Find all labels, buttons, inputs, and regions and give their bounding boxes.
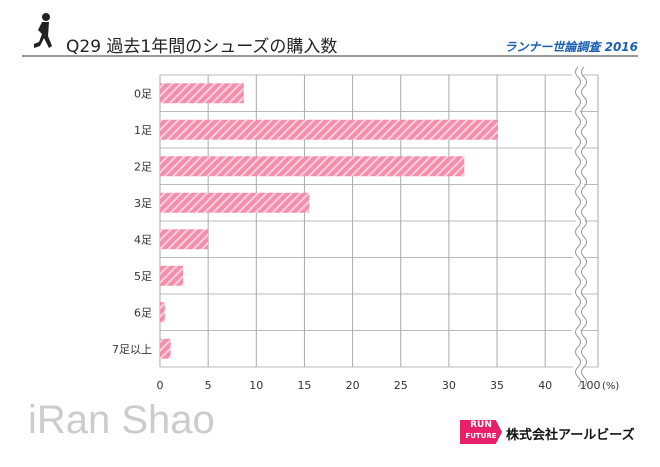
title-divider: [22, 55, 638, 57]
x-tick-label: 25: [394, 379, 408, 392]
bar-4足: [160, 229, 209, 250]
category-label: 5足: [134, 270, 152, 283]
bar-5足: [160, 265, 184, 286]
run-future-badge: RUN FUTURE: [460, 420, 502, 444]
bar-6足: [160, 302, 165, 323]
bar-1足: [160, 119, 499, 140]
badge-bottom: FUTURE: [465, 432, 497, 440]
x-tick-label: 5: [205, 379, 212, 392]
bar-chart: 0 5 10 15 20 25 30 35 40 100 (%) 0足 1足 2足 3足 4足 5足 6足 7足以上: [112, 66, 620, 392]
bar-3足: [160, 192, 310, 213]
category-label: 1足: [134, 124, 152, 137]
bar-0足: [160, 83, 244, 104]
category-label: 7足以上: [112, 343, 152, 356]
x-tick-label: 20: [346, 379, 360, 392]
category-label: 0足: [134, 87, 152, 100]
x-tick-label: 35: [490, 379, 504, 392]
axis-break-icon: [581, 66, 587, 388]
company-name: 株式会社アールビーズ: [506, 428, 635, 443]
x-tick-label: 0: [157, 379, 164, 392]
axis-break-icon: [575, 66, 581, 388]
bar-2足: [160, 156, 465, 177]
survey-subtitle: ランナー世論調査 2016: [504, 40, 638, 54]
x-tick-label: 30: [442, 379, 456, 392]
bar-7足以上: [160, 338, 171, 359]
x-tick-label: 10: [249, 379, 263, 392]
category-label: 3足: [134, 197, 152, 210]
watermark-logo: iRan Shao: [28, 398, 215, 442]
page-title: Q29 過去1年間のシューズの購入数: [66, 37, 338, 57]
x-tick-label: 15: [297, 379, 311, 392]
category-label: 6足: [134, 306, 152, 319]
x-tick-label-100: 100: [580, 379, 601, 392]
category-label: 2足: [134, 160, 152, 173]
runner-icon: [34, 13, 52, 48]
category-label: 4足: [134, 233, 152, 246]
badge-top: RUN: [470, 420, 492, 430]
x-axis-unit: (%): [602, 381, 619, 392]
x-tick-label: 40: [538, 379, 552, 392]
